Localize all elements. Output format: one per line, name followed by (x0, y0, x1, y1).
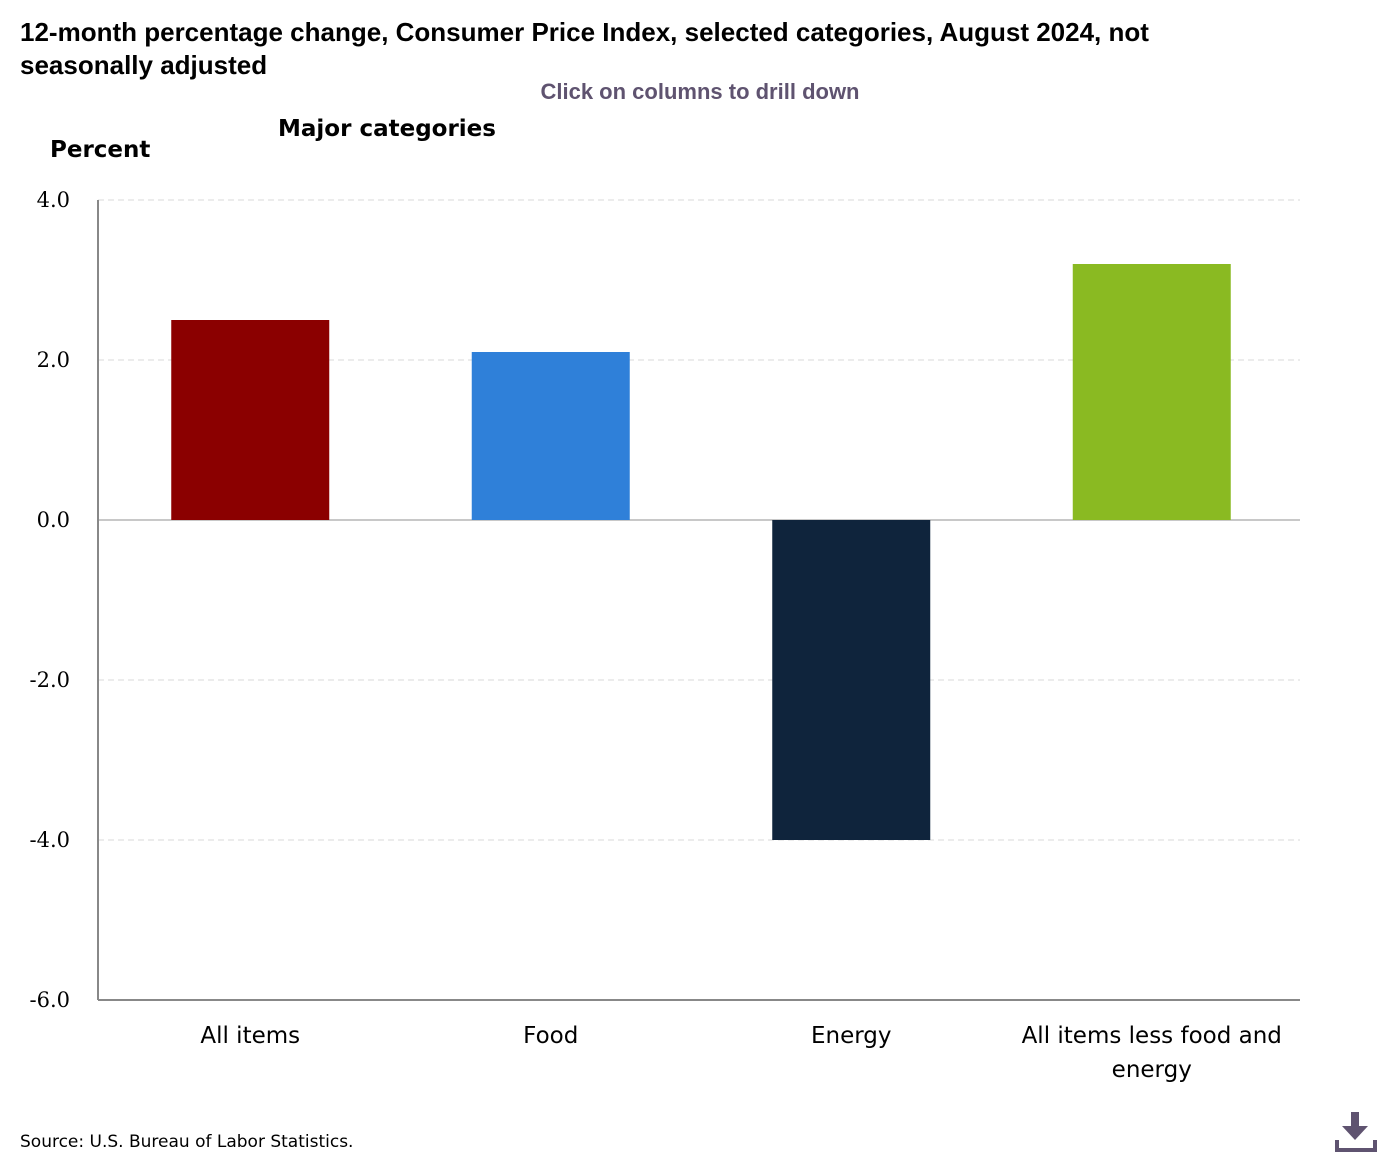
x-tick-label: All items less food and energy (1022, 1023, 1282, 1083)
y-tick-label: 4.0 (37, 188, 70, 212)
bar-energy[interactable] (772, 520, 931, 840)
bar-all-items[interactable] (171, 320, 330, 520)
y-tick-label: -4.0 (30, 828, 71, 852)
x-tick-label: All items (200, 1023, 300, 1049)
bar-all-items-less-food-and-energy[interactable] (1072, 264, 1231, 520)
chart-title: 12-month percentage change, Consumer Pri… (20, 17, 1149, 80)
source-note: Source: U.S. Bureau of Labor Statistics. (20, 1132, 354, 1152)
y-tick-label: -6.0 (30, 988, 71, 1012)
x-tick-label: Energy (811, 1023, 892, 1049)
download-icon[interactable] (1334, 1110, 1378, 1154)
y-tick-label: -2.0 (30, 668, 71, 692)
category-title: Major categories (278, 116, 496, 142)
bar-food[interactable] (471, 352, 630, 520)
x-tick-label: Food (523, 1023, 578, 1049)
y-tick-label: 2.0 (37, 348, 70, 372)
y-axis-label: Percent (50, 137, 151, 163)
y-tick-label: 0.0 (37, 508, 70, 532)
chart-subtitle: Click on columns to drill down (540, 79, 860, 104)
